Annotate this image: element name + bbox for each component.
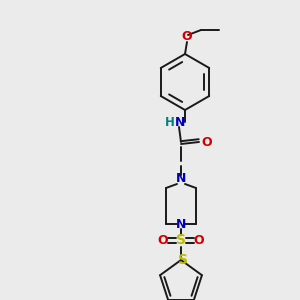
Text: N: N [176,218,186,230]
Text: N: N [176,172,186,185]
Text: S: S [176,233,186,247]
Text: O: O [182,31,192,44]
Text: O: O [158,233,168,247]
Text: O: O [202,136,212,148]
Text: O: O [194,233,204,247]
Text: N: N [175,116,185,130]
Text: H: H [165,116,175,130]
Text: S: S [178,253,188,267]
